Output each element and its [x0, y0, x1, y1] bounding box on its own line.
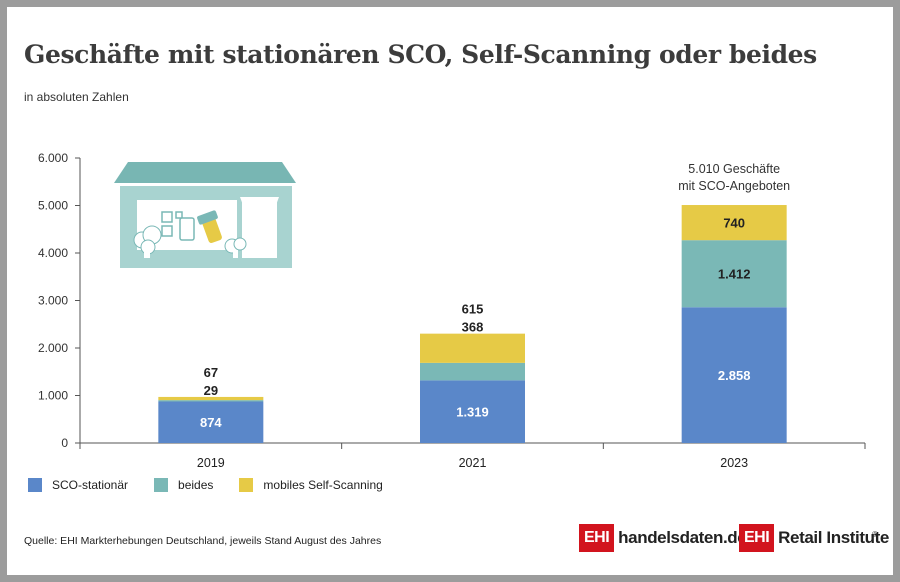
legend-swatch-sco-stationaer: [28, 478, 42, 492]
y-tick-label: 2.000: [38, 341, 68, 355]
brand-retail-institute-logo: EHI Retail Institute: [739, 524, 889, 552]
legend: SCO-stationär beides mobiles Self-Scanni…: [28, 478, 409, 492]
data-label: 29: [204, 383, 218, 398]
ehi-logo-box: EHI: [579, 524, 615, 552]
data-label: 874: [200, 415, 222, 430]
retail-institute-text: Retail Institute: [778, 528, 889, 547]
legend-label-beides: beides: [178, 478, 214, 492]
bar-segment: [158, 401, 264, 443]
bar-segment: [420, 333, 525, 363]
legend-swatch-beides: [154, 478, 169, 492]
y-tick-label: 4.000: [38, 246, 68, 260]
y-tick-label: 6.000: [38, 151, 68, 165]
legend-item-sco-stationaer: SCO-stationär: [28, 478, 128, 492]
brand-handelsdaten-logo: EHI handelsdaten.de: [579, 524, 747, 552]
y-tick-label: 0: [61, 436, 68, 450]
ehi-logo-box: EHI: [739, 524, 775, 552]
data-label: 368: [462, 320, 484, 335]
data-label: 1.319: [456, 405, 489, 420]
bar-segment: [681, 205, 787, 241]
bar-segment: [158, 400, 264, 402]
data-label: 740: [723, 216, 745, 231]
bar-segment: [158, 396, 264, 401]
registered-mark: ®: [872, 530, 878, 539]
legend-label-sco-stationaer: SCO-stationär: [52, 478, 129, 492]
bar-segment: [681, 307, 787, 443]
x-tick-label: 2023: [720, 456, 748, 470]
y-tick-label: 3.000: [38, 294, 68, 308]
bar-segment: [420, 362, 525, 381]
bar-segment: [420, 380, 525, 443]
source-note: Quelle: EHI Markterhebungen Deutschland,…: [24, 535, 382, 547]
data-label: 1.412: [718, 267, 751, 282]
total-annotation-line1: 5.010 Geschäfte: [688, 162, 780, 176]
y-tick-label: 5.000: [38, 199, 68, 213]
handelsdaten-text: handelsdaten.de: [618, 528, 747, 547]
bar-segment: [681, 240, 787, 308]
legend-swatch-mobiles: [239, 478, 254, 492]
chart-title: Geschäfte mit stationären SCO, Self-Scan…: [24, 40, 817, 69]
store-with-mobile-scanner-icon: [114, 162, 296, 268]
y-tick-label: 1.000: [38, 389, 68, 403]
x-tick-label: 2019: [197, 456, 225, 470]
data-label: 2.858: [718, 368, 751, 383]
legend-item-beides: beides: [154, 478, 213, 492]
total-annotation-line2: mit SCO-Angeboten: [678, 179, 790, 193]
legend-label-mobiles: mobiles Self-Scanning: [263, 478, 383, 492]
chart-subtitle: in absoluten Zahlen: [24, 90, 129, 104]
data-label: 615: [462, 302, 484, 317]
legend-item-mobiles: mobiles Self-Scanning: [239, 478, 383, 492]
data-label: 67: [204, 365, 218, 380]
x-tick-label: 2021: [459, 456, 487, 470]
